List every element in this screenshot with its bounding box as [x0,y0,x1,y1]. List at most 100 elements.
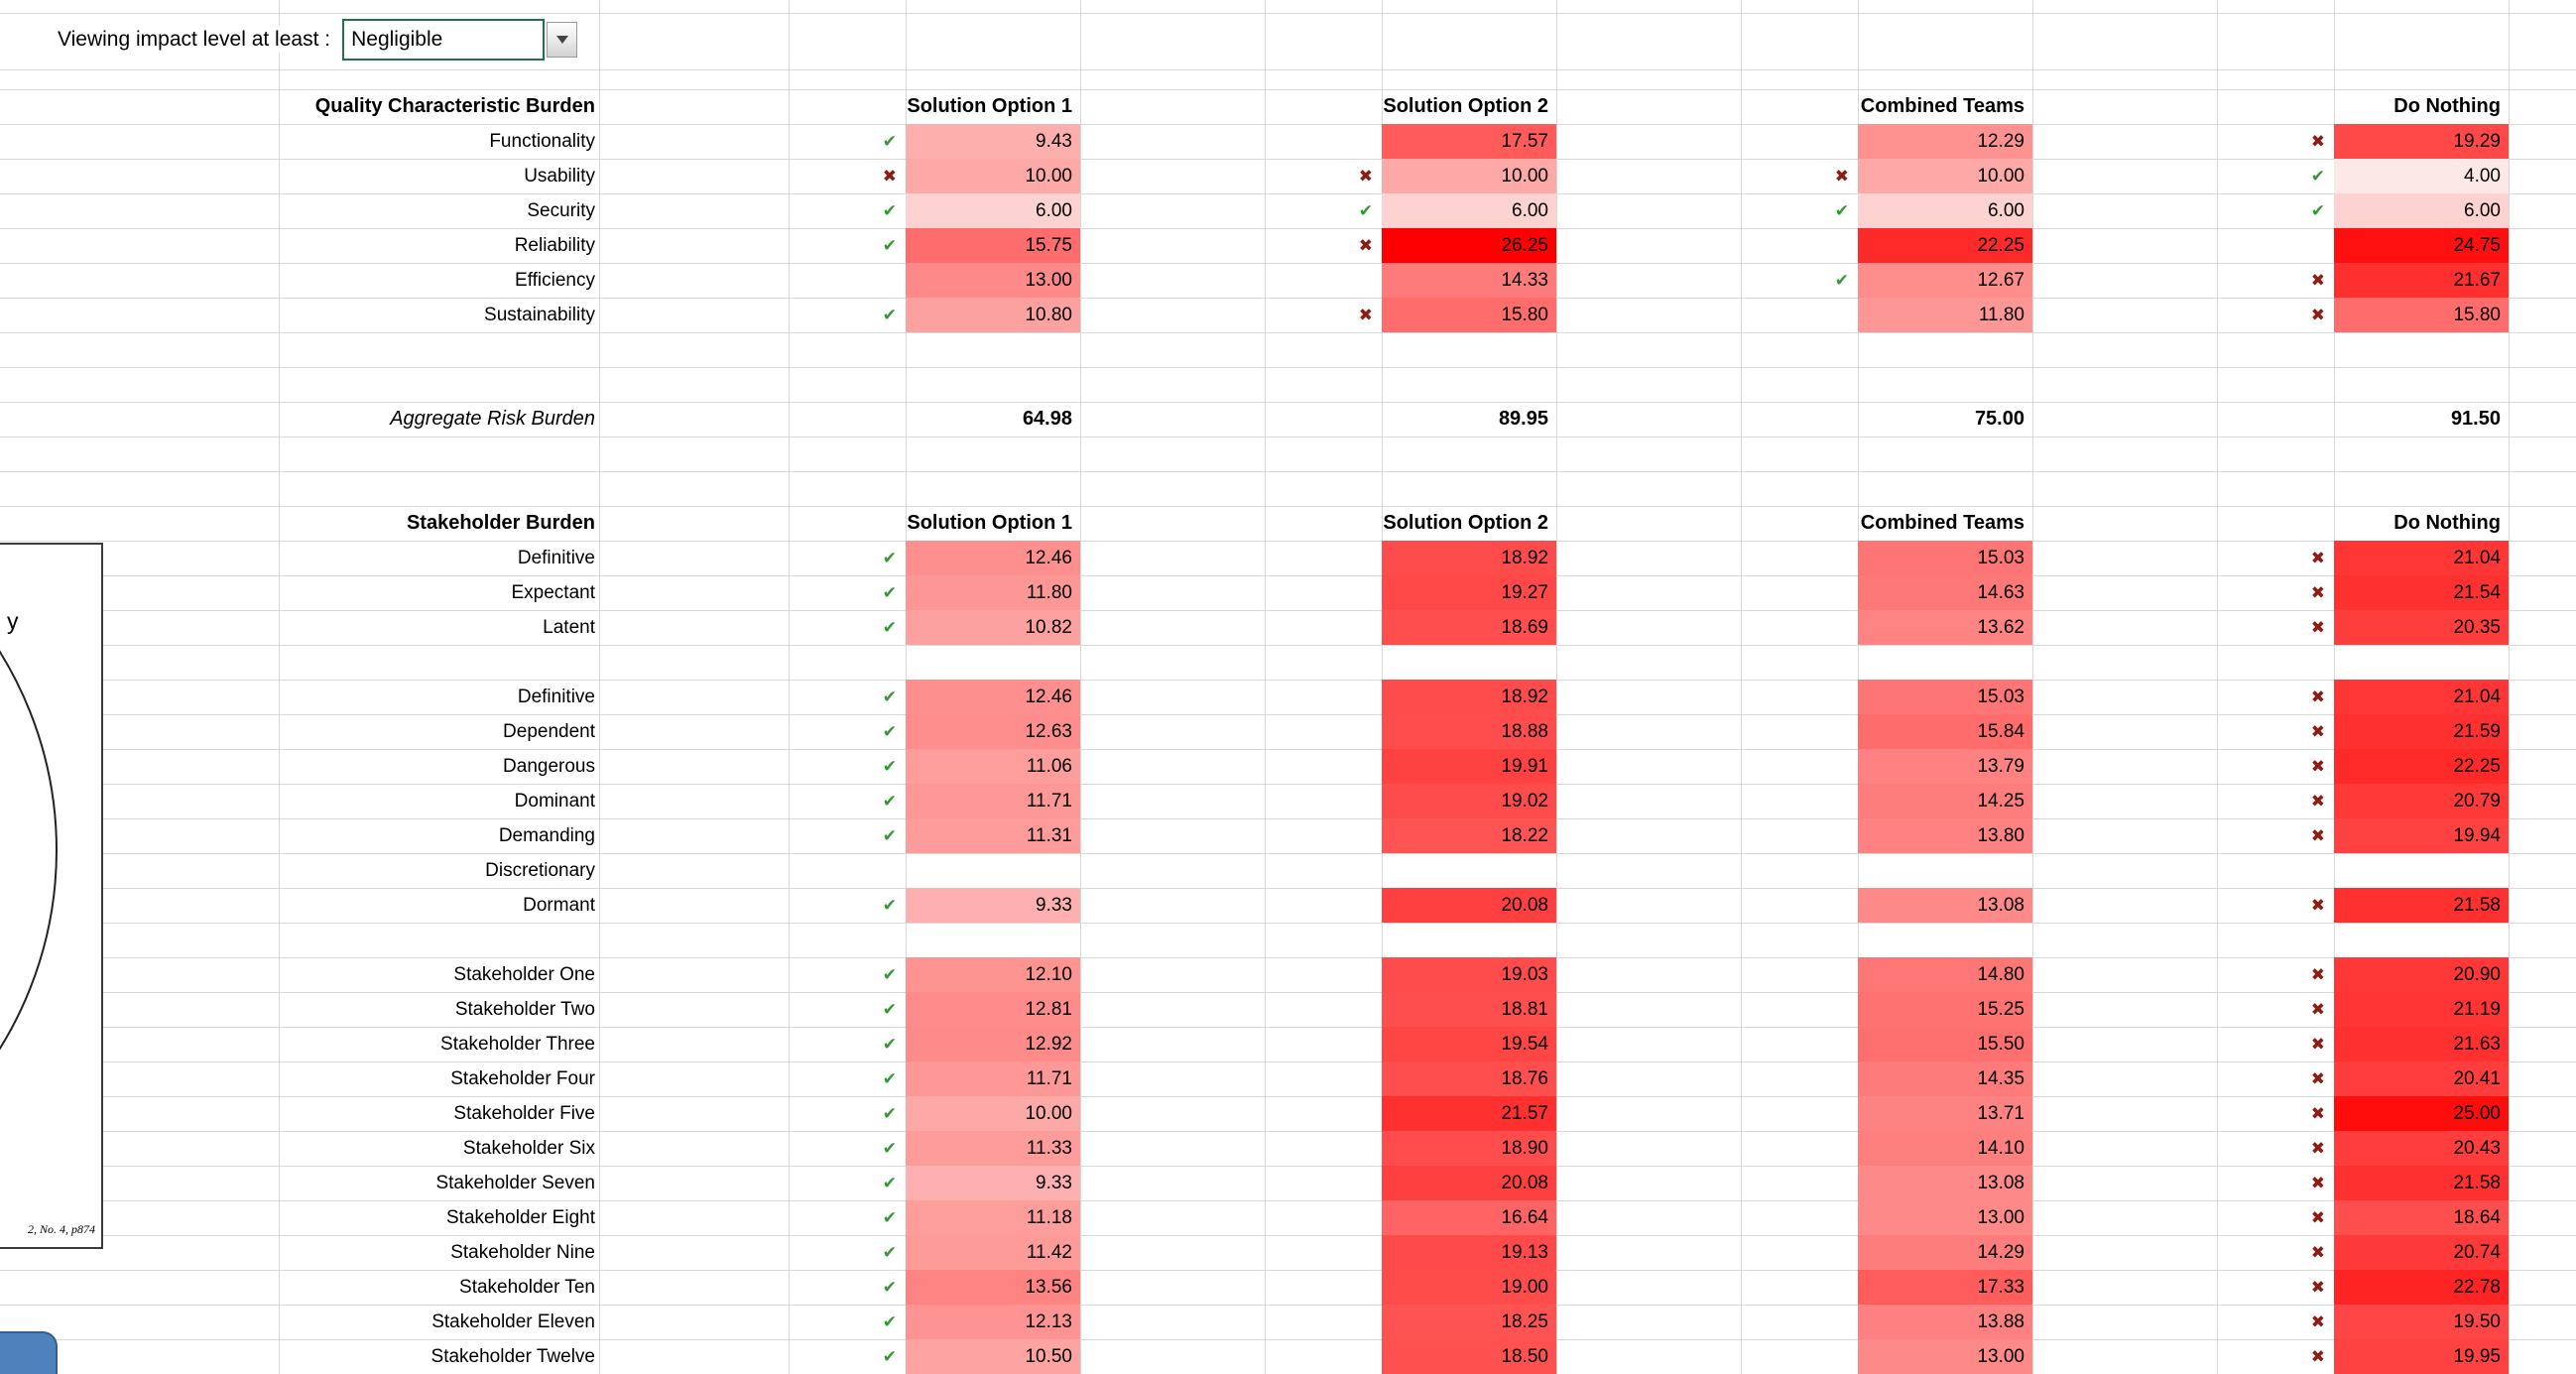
value-cell[interactable]: 12.63 [906,714,1080,749]
value-cell[interactable]: 15.25 [1858,992,2032,1027]
mark-cell[interactable]: ✔ [789,610,906,645]
row-label[interactable]: Usability [524,165,595,187]
value-cell[interactable]: 6.00 [1858,193,2032,228]
row-label[interactable]: Stakeholder Four [450,1067,595,1089]
mark-cell[interactable] [1265,1235,1382,1270]
value-cell[interactable]: 11.31 [906,818,1080,853]
mark-cell[interactable]: ✔ [789,1027,906,1062]
mark-cell[interactable]: ✖ [2217,1235,2334,1270]
column-header[interactable]: Solution Option 1 [907,512,1072,534]
mark-cell[interactable] [1265,124,1382,159]
value-cell[interactable]: 9.33 [906,888,1080,923]
value-cell[interactable]: 20.90 [2334,957,2509,992]
embedded-diagram[interactable]: y 2, No. 4, p874 [0,543,103,1249]
row-label[interactable]: Definitive [517,686,595,707]
summary-value[interactable]: 91.50 [2450,408,2501,430]
value-cell[interactable]: 14.35 [1858,1062,2032,1096]
mark-cell[interactable]: ✖ [2217,992,2334,1027]
value-cell[interactable]: 13.08 [1858,888,2032,923]
mark-cell[interactable] [1741,610,1858,645]
mark-cell[interactable] [1741,992,1858,1027]
mark-cell[interactable]: ✔ [789,749,906,784]
value-cell[interactable]: 6.00 [906,193,1080,228]
value-cell[interactable]: 15.03 [1858,541,2032,575]
row-label[interactable]: Stakeholder Eleven [431,1311,595,1332]
value-cell[interactable]: 21.67 [2334,263,2509,298]
value-cell[interactable]: 10.00 [906,1096,1080,1131]
mark-cell[interactable]: ✔ [789,298,906,332]
mark-cell[interactable]: ✔ [789,1270,906,1305]
mark-cell[interactable] [1265,853,1382,888]
mark-cell[interactable] [1741,1096,1858,1131]
value-cell[interactable]: 12.92 [906,1027,1080,1062]
value-cell[interactable]: 19.94 [2334,818,2509,853]
mark-cell[interactable]: ✔ [789,680,906,714]
mark-cell[interactable] [1265,1200,1382,1235]
value-cell[interactable]: 13.00 [906,263,1080,298]
mark-cell[interactable]: ✖ [2217,610,2334,645]
row-label[interactable]: Dependent [503,720,595,742]
mark-cell[interactable] [789,853,906,888]
mark-cell[interactable]: ✖ [2217,680,2334,714]
mark-cell[interactable] [1265,784,1382,818]
value-cell[interactable]: 12.67 [1858,263,2032,298]
value-cell[interactable]: 20.08 [1382,888,1556,923]
value-cell[interactable]: 15.50 [1858,1027,2032,1062]
row-label[interactable]: Stakeholder Twelve [430,1345,595,1367]
row-label[interactable]: Stakeholder Two [454,998,595,1020]
value-cell[interactable]: 13.56 [906,1270,1080,1305]
mark-cell[interactable]: ✔ [789,541,906,575]
value-cell[interactable]: 19.54 [1382,1027,1556,1062]
mark-cell[interactable] [1741,714,1858,749]
value-cell[interactable]: 13.88 [1858,1305,2032,1339]
mark-cell[interactable]: ✔ [789,1166,906,1200]
mark-cell[interactable] [1265,1096,1382,1131]
value-cell[interactable]: 18.64 [2334,1200,2509,1235]
value-cell[interactable]: 15.80 [2334,298,2509,332]
mark-cell[interactable]: ✖ [2217,749,2334,784]
mark-cell[interactable] [1741,818,1858,853]
summary-value[interactable]: 89.95 [1498,408,1548,430]
value-cell[interactable]: 10.00 [906,159,1080,193]
value-cell[interactable]: 20.43 [2334,1131,2509,1166]
mark-cell[interactable] [789,263,906,298]
value-cell[interactable] [906,853,1080,888]
row-label[interactable]: Expectant [511,581,596,603]
mark-cell[interactable]: ✔ [789,193,906,228]
value-cell[interactable]: 21.04 [2334,541,2509,575]
row-label[interactable]: Security [527,199,595,221]
row-label[interactable]: Latent [543,616,595,638]
value-cell[interactable]: 25.00 [2334,1096,2509,1131]
mark-cell[interactable] [1741,298,1858,332]
value-cell[interactable]: 18.25 [1382,1305,1556,1339]
value-cell[interactable]: 10.82 [906,610,1080,645]
value-cell[interactable]: 6.00 [2334,193,2509,228]
mark-cell[interactable]: ✖ [2217,1027,2334,1062]
value-cell[interactable]: 4.00 [2334,159,2509,193]
value-cell[interactable]: 19.00 [1382,1270,1556,1305]
mark-cell[interactable]: ✔ [789,1131,906,1166]
value-cell[interactable]: 13.80 [1858,818,2032,853]
mark-cell[interactable]: ✖ [2217,263,2334,298]
mark-cell[interactable] [1265,957,1382,992]
mark-cell[interactable] [1265,714,1382,749]
mark-cell[interactable] [1741,957,1858,992]
value-cell[interactable]: 19.29 [2334,124,2509,159]
value-cell[interactable]: 13.79 [1858,749,2032,784]
mark-cell[interactable]: ✖ [1265,228,1382,263]
row-label[interactable]: Stakeholder Eight [446,1206,595,1228]
value-cell[interactable]: 17.57 [1382,124,1556,159]
value-cell[interactable]: 20.35 [2334,610,2509,645]
row-label[interactable]: Stakeholder Three [440,1033,595,1055]
value-cell[interactable]: 18.69 [1382,610,1556,645]
mark-cell[interactable]: ✔ [789,1235,906,1270]
mark-cell[interactable] [1741,124,1858,159]
value-cell[interactable]: 21.59 [2334,714,2509,749]
mark-cell[interactable] [1265,575,1382,610]
value-cell[interactable]: 15.03 [1858,680,2032,714]
value-cell[interactable]: 19.02 [1382,784,1556,818]
value-cell[interactable]: 15.80 [1382,298,1556,332]
mark-cell[interactable]: ✔ [789,818,906,853]
mark-cell[interactable]: ✔ [2217,159,2334,193]
value-cell[interactable]: 18.50 [1382,1339,1556,1374]
